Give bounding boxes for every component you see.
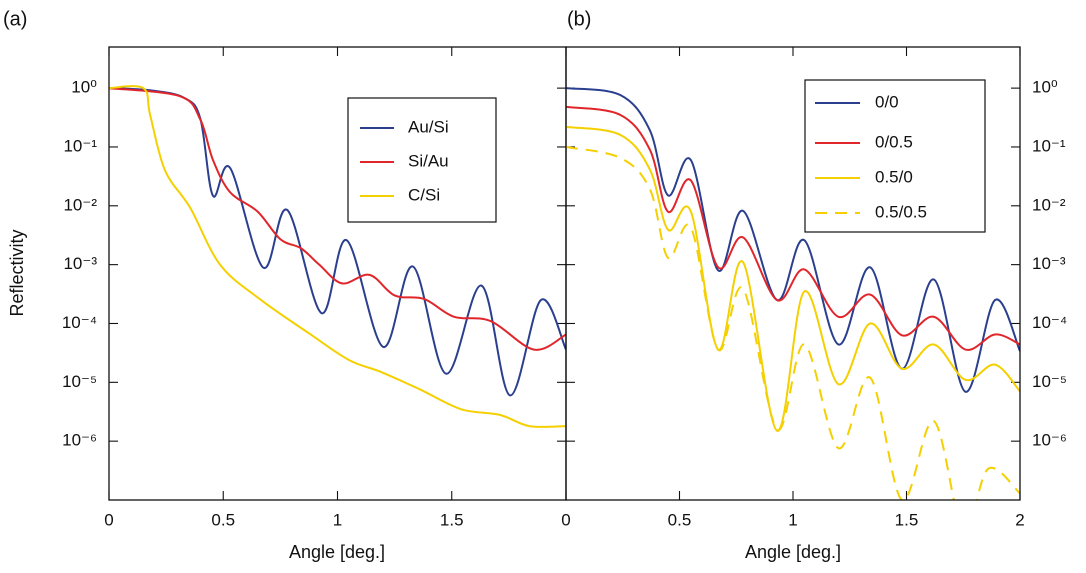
x-tick-label: 1 — [788, 510, 797, 529]
legend-label: C/Si — [408, 185, 440, 204]
x-tick-label: 1.5 — [440, 510, 464, 529]
plot-frame — [565, 46, 1021, 501]
legend-label: 0.5/0.5 — [875, 202, 927, 221]
legend-label: Au/Si — [408, 117, 449, 136]
y-tick-label: 10⁻⁶ — [62, 431, 97, 450]
y-tick-label: 10⁻² — [63, 195, 97, 214]
x-axis-label: Angle [deg.] — [745, 542, 841, 562]
curve — [566, 145, 1020, 500]
panel-label: (b) — [567, 8, 591, 30]
curve — [109, 87, 566, 397]
legend-label: 0/0 — [875, 92, 899, 111]
legend-box — [347, 97, 497, 223]
y-tick-label: 10⁻³ — [1032, 254, 1066, 273]
panel-label: (a) — [3, 8, 27, 30]
x-tick-label: 1.5 — [895, 510, 919, 529]
curve — [566, 105, 1020, 351]
y-axis-label: Reflectivity — [7, 229, 27, 316]
y-tick-label: 10⁻⁵ — [62, 372, 97, 391]
x-tick-label: 1 — [333, 510, 342, 529]
plot-frame — [108, 46, 567, 501]
legend-label: Si/Au — [408, 151, 449, 170]
plot-area — [109, 85, 566, 428]
legend-box — [804, 79, 986, 233]
legend-label: 0.5/0 — [875, 167, 913, 186]
y-tick-label: 10⁻³ — [63, 254, 97, 273]
y-tick-label: 10⁻² — [1032, 195, 1066, 214]
y-tick-label: 10⁰ — [71, 78, 97, 97]
y-tick-label: 10⁻¹ — [1032, 136, 1066, 155]
curve — [109, 87, 566, 351]
x-tick-label: 0.5 — [211, 510, 235, 529]
y-tick-label: 10⁻⁵ — [1032, 372, 1067, 391]
plot-area — [566, 87, 1020, 500]
y-tick-label: 10⁻¹ — [63, 136, 97, 155]
x-tick-label: 0.5 — [668, 510, 692, 529]
x-axis-label: Angle [deg.] — [289, 542, 385, 562]
y-tick-label: 10⁻⁶ — [1032, 431, 1067, 450]
x-tick-label: 0 — [104, 510, 113, 529]
y-tick-label: 10⁻⁴ — [1032, 313, 1067, 332]
curve — [109, 85, 566, 428]
curve — [566, 125, 1020, 432]
y-tick-label: 10⁰ — [1032, 78, 1058, 97]
x-tick-label: 2 — [1015, 510, 1024, 529]
curve — [566, 87, 1020, 393]
legend-label: 0/0.5 — [875, 132, 913, 151]
y-tick-label: 10⁻⁴ — [62, 313, 97, 332]
x-tick-label: 0 — [561, 510, 570, 529]
